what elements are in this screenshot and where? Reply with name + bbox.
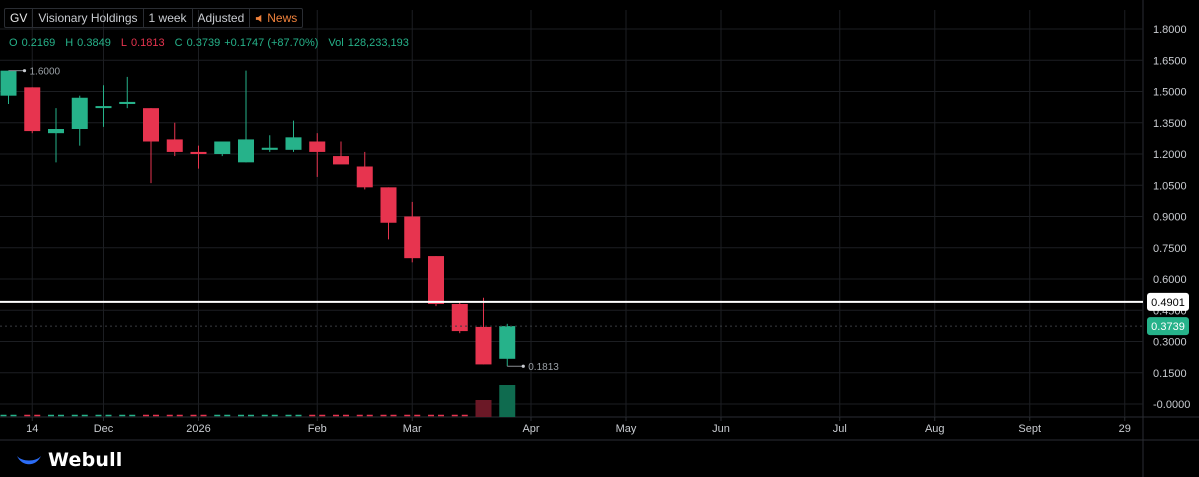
open-label: O xyxy=(9,37,18,49)
speaker-icon xyxy=(256,14,262,22)
candle-body[interactable] xyxy=(190,151,207,154)
candle-body[interactable] xyxy=(48,129,64,134)
y-tick-label: 0.9000 xyxy=(1153,212,1187,224)
y-tick-label: 1.8000 xyxy=(1153,24,1187,36)
x-tick-label[interactable]: Jun xyxy=(712,423,730,435)
annotation-label: 0.1813 xyxy=(528,362,559,373)
low-label: L xyxy=(120,37,127,49)
x-tick-label[interactable]: 14 xyxy=(26,423,38,435)
x-tick-label[interactable]: 2026 xyxy=(186,423,210,435)
horizontal-line-label: 0.4901 xyxy=(1151,297,1185,309)
ohlc-readout: O 0.2169 H 0.3849 L 0.1813 C 0.3739 +0.1… xyxy=(9,37,413,49)
last-price-tag xyxy=(1147,317,1189,336)
candle-body[interactable] xyxy=(0,70,17,96)
chart-toolbar: GV Visionary Holdings 1 week Adjusted Ne… xyxy=(4,8,304,28)
annotation-dot xyxy=(22,69,27,73)
interval-selector[interactable]: 1 week xyxy=(144,9,193,27)
x-tick-label[interactable]: May xyxy=(616,423,637,435)
y-tick-label: 0.1500 xyxy=(1153,368,1187,380)
volume-bar xyxy=(475,400,492,417)
y-tick-label: 1.3500 xyxy=(1153,118,1187,130)
volume-label: Vol xyxy=(328,37,344,49)
volume-value: 128,233,193 xyxy=(347,37,409,49)
y-tick-label: 1.2000 xyxy=(1153,149,1187,161)
news-button[interactable]: News xyxy=(250,9,302,27)
candle-body[interactable] xyxy=(95,106,112,109)
x-tick-label[interactable]: Sept xyxy=(1018,423,1041,435)
close-label: C xyxy=(174,37,183,49)
x-tick-label[interactable]: 29 xyxy=(1119,423,1131,435)
horizontal-line-tag xyxy=(1147,292,1189,311)
webull-wave-icon xyxy=(17,456,41,465)
x-tick-label[interactable]: Dec xyxy=(94,423,114,435)
candle-body[interactable] xyxy=(285,137,302,150)
high-value: 0.3849 xyxy=(77,37,111,49)
candle-body[interactable] xyxy=(380,187,397,223)
news-label: News xyxy=(267,11,298,25)
candle-body[interactable] xyxy=(166,139,183,152)
y-tick-label: 1.5000 xyxy=(1153,87,1187,99)
symbol-label[interactable]: GV xyxy=(5,9,34,27)
candle-body[interactable] xyxy=(451,304,468,332)
high-label: H xyxy=(65,37,74,49)
x-tick-label[interactable]: Mar xyxy=(403,423,422,435)
x-tick-label[interactable]: Aug xyxy=(925,423,945,435)
candle-body[interactable] xyxy=(119,101,136,104)
candle-body[interactable] xyxy=(143,108,159,142)
candle-body[interactable] xyxy=(404,216,421,259)
last-price-label: 0.3739 xyxy=(1151,321,1185,333)
y-tick-label: 0.6000 xyxy=(1153,274,1187,286)
y-tick-label: 1.0500 xyxy=(1153,180,1187,192)
candle-body[interactable] xyxy=(499,326,516,359)
close-value: 0.3739 xyxy=(186,37,221,49)
candle-body[interactable] xyxy=(214,141,231,155)
annotation-dot xyxy=(521,364,525,368)
change-value: +0.1747 (+87.70%) xyxy=(224,37,319,49)
x-tick-label[interactable]: Apr xyxy=(522,423,539,435)
company-name: Visionary Holdings xyxy=(33,9,144,27)
brand-name: Webull xyxy=(48,449,123,471)
candle-body[interactable] xyxy=(238,139,254,163)
y-tick-label: -0.0000 xyxy=(1153,399,1190,411)
y-tick-label: 0.7500 xyxy=(1153,243,1187,255)
x-tick-label[interactable]: Jul xyxy=(833,423,847,435)
y-tick-label: 1.6500 xyxy=(1153,55,1187,67)
open-value: 0.2169 xyxy=(21,37,56,49)
candle-body[interactable] xyxy=(356,166,373,188)
webull-logo: Webull xyxy=(16,449,123,471)
x-tick-label[interactable]: Feb xyxy=(308,423,327,435)
candle-body[interactable] xyxy=(333,156,349,165)
low-value: 0.1813 xyxy=(130,37,165,49)
candle-body[interactable] xyxy=(24,87,41,132)
candle-body[interactable] xyxy=(428,256,444,304)
candle-body[interactable] xyxy=(309,141,326,152)
candle-body[interactable] xyxy=(71,97,88,129)
volume-bar xyxy=(499,385,516,417)
candle-body[interactable] xyxy=(475,326,492,365)
annotation-label: 1.6000 xyxy=(30,67,61,78)
adjustment-selector[interactable]: Adjusted xyxy=(193,9,251,27)
candle-body[interactable] xyxy=(261,147,278,150)
y-tick-label: 0.3000 xyxy=(1153,337,1187,349)
